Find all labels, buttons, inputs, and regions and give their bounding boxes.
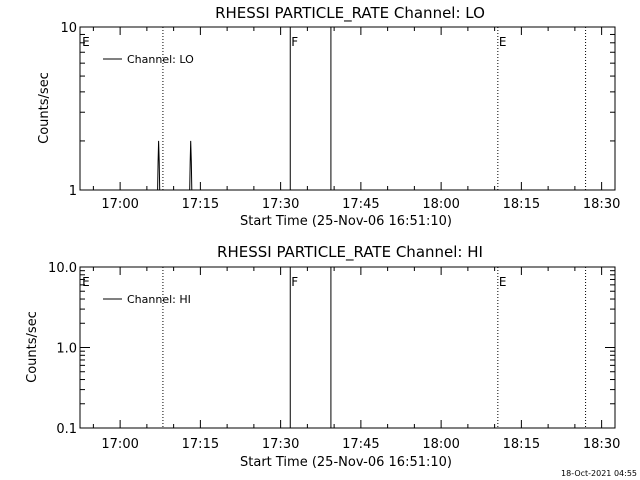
y-tick-label-hi: 10.0 (48, 261, 77, 276)
x-tick-label-hi: 17:45 (342, 437, 379, 452)
x-axis-label-lo: Start Time (25-Nov-06 16:51:10) (240, 214, 452, 229)
x-tick-label-lo: 17:15 (182, 197, 219, 212)
event-marker-label-hi: E (499, 275, 507, 289)
legend-label-hi: Channel: HI (127, 293, 191, 306)
x-tick-label-hi: 18:00 (422, 437, 459, 452)
series-line-lo (157, 140, 193, 191)
x-tick-label-hi: 18:15 (503, 437, 540, 452)
legend-label-lo: Channel: LO (127, 53, 194, 66)
y-axis-label-hi: Counts/sec (25, 311, 40, 383)
legend-hi: Channel: HI (103, 293, 191, 306)
event-marker-label-hi: F (291, 275, 298, 289)
panel-hi: RHESSI PARTICLE_RATE Channel: HI 17:00 17… (25, 243, 620, 470)
event-marker-label-lo: F (291, 35, 298, 49)
plot-area-hi: 17:00 17:15 17:30 17:45 18:00 18:15 18:30 0.1 1.… (48, 261, 620, 452)
y-tick-label-lo: 10 (60, 21, 77, 36)
y-tick-label-hi: 0.1 (56, 422, 77, 437)
x-tick-label-lo: 18:15 (503, 197, 540, 212)
y-tick-label-lo: 1 (69, 184, 77, 199)
x-axis-label-hi: Start Time (25-Nov-06 16:51:10) (240, 455, 452, 470)
x-tick-label-hi: 17:15 (182, 437, 219, 452)
plot-area-lo: 17:00 17:15 17:30 17:45 18:00 18:15 18:30 1 10 E F… (60, 21, 620, 212)
event-marker-label-lo: E (499, 35, 507, 49)
chart-title-lo: RHESSI PARTICLE_RATE Channel: LO (215, 4, 485, 23)
plot-frame-lo (79, 26, 616, 191)
footer-timestamp: 18-Oct-2021 04:55 (561, 469, 637, 478)
x-tick-label-hi: 17:00 (101, 437, 138, 452)
x-tick-label-hi: 17:30 (262, 437, 299, 452)
event-marker-label-hi: E (82, 275, 90, 289)
x-tick-label-lo: 17:45 (342, 197, 379, 212)
x-tick-label-hi: 18:30 (583, 437, 620, 452)
x-tick-label-lo: 18:30 (583, 197, 620, 212)
legend-lo: Channel: LO (103, 53, 194, 66)
x-tick-label-lo: 17:30 (262, 197, 299, 212)
y-axis-label-lo: Counts/sec (37, 72, 52, 144)
x-tick-label-lo: 18:00 (422, 197, 459, 212)
panel-lo: RHESSI PARTICLE_RATE Channel: LO 17:00 17… (37, 4, 620, 229)
plot-frame-hi (79, 266, 616, 429)
y-tick-label-hi: 1.0 (56, 342, 77, 357)
event-marker-label-lo: E (82, 35, 90, 49)
chart-title-hi: RHESSI PARTICLE_RATE Channel: HI (217, 243, 483, 262)
x-tick-label-lo: 17:00 (101, 197, 138, 212)
